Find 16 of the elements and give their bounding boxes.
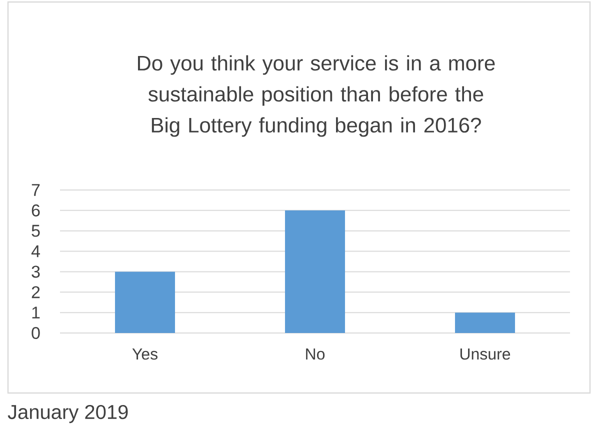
y-tick-label: 4 (31, 245, 40, 258)
bar (455, 312, 516, 333)
y-tick-label: 1 (32, 306, 40, 318)
x-tick-label: Unsure (460, 348, 510, 360)
text: January 2019 (8, 404, 128, 424)
x-tick-label: No (306, 348, 325, 360)
bar (115, 272, 176, 333)
bar (285, 210, 346, 333)
y-tick-label: 7 (32, 184, 40, 196)
y-tick-label: 2 (32, 286, 40, 298)
x-tick-label: Yes (132, 348, 158, 360)
y-tick-label: 3 (32, 266, 40, 278)
y-tick-label: 6 (32, 204, 40, 216)
chart-title: Do you think your service is in a more sustainable position than before the Big Lottery funding began in 2016? (138, 55, 495, 137)
y-tick-label: 5 (32, 224, 40, 237)
y-tick-label: 0 (32, 326, 40, 340)
